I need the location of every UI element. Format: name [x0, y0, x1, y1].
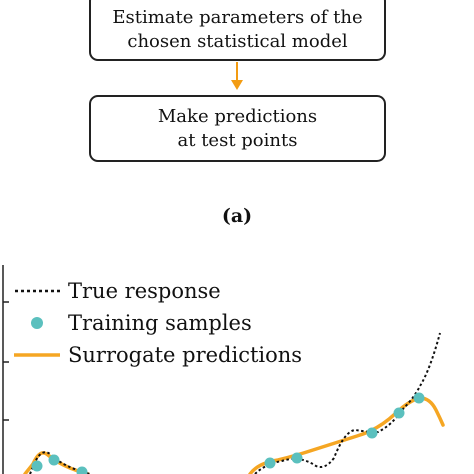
legend-training-samples-label: Training samples — [68, 311, 252, 335]
training-sample-point — [393, 407, 405, 419]
step-predict-line2: at test points — [177, 129, 298, 151]
flow-arrow — [231, 62, 243, 90]
training-sample-point — [48, 454, 60, 466]
subfigure-caption: (a) — [221, 205, 253, 227]
training-sample-point — [264, 457, 276, 469]
surrogate-prediction-curve — [23, 396, 445, 474]
legend-surrogate-predictions-label: Surrogate predictions — [68, 343, 302, 367]
training-sample-point — [366, 427, 378, 439]
training-sample-points — [31, 392, 425, 474]
training-sample-point — [76, 466, 88, 474]
step-estimate-parameters-box: Estimate parameters of the chosen statis… — [89, 0, 386, 61]
legend-true-response-label: True response — [68, 279, 221, 303]
plot-axes — [2, 265, 9, 474]
legend-training-samples-swatch — [31, 317, 43, 329]
step-estimate-line1: Estimate parameters of the — [112, 6, 363, 28]
training-sample-point — [291, 452, 303, 464]
plot-legend: True response Training samples Surrogate… — [14, 279, 302, 367]
training-sample-point — [413, 392, 425, 404]
training-sample-point — [31, 460, 43, 472]
step-predict-line1: Make predictions — [157, 105, 318, 127]
step-estimate-line2: chosen statistical model — [127, 30, 348, 52]
step-make-predictions-box: Make predictions at test points — [89, 95, 386, 162]
